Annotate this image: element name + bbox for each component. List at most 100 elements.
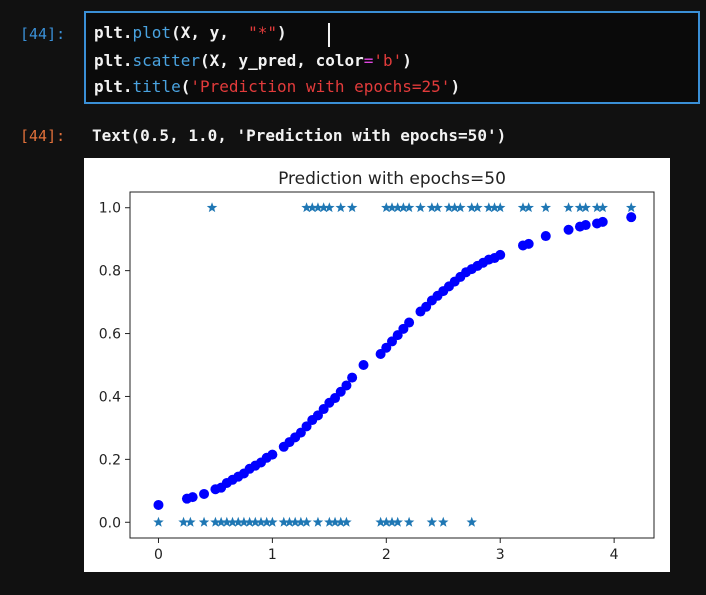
star-point: [483, 202, 495, 213]
y-tick-label: 0.2: [99, 452, 121, 468]
prediction-point: [495, 249, 506, 260]
code-token: plot: [132, 23, 172, 42]
y-tick-label: 1.0: [99, 201, 121, 217]
star-point: [375, 516, 386, 527]
chart-title: Prediction with epochs=50: [278, 169, 506, 189]
prediction-point: [580, 220, 591, 231]
prediction-point: [153, 499, 164, 510]
output-text: Text(0.5, 1.0, 'Prediction with epochs=5…: [92, 126, 507, 145]
plot-frame: [129, 191, 655, 539]
code-line: plt.plot(X, y, "*"): [94, 23, 287, 43]
star-point: [563, 202, 574, 213]
star-point: [449, 202, 460, 213]
prediction-point: [341, 380, 352, 391]
star-point: [489, 202, 500, 213]
prediction-point: [597, 216, 608, 227]
star-point: [438, 516, 449, 527]
star-point: [221, 516, 233, 527]
star-point: [403, 202, 415, 213]
star-point: [232, 516, 244, 527]
code-token: 'Prediction with epochs=25': [190, 77, 451, 96]
star-point: [335, 516, 346, 527]
star-point: [346, 202, 358, 213]
prediction-point: [626, 212, 637, 223]
y-tick-label: 0.0: [99, 515, 121, 531]
x-tick-label: 2: [382, 547, 391, 563]
star-point: [215, 516, 227, 527]
code-token: plt.: [94, 51, 133, 70]
code-token: (X, y,: [171, 23, 249, 42]
code-token: 'b': [373, 51, 403, 70]
star-point: [494, 202, 506, 213]
prediction-point: [187, 492, 198, 503]
star-point: [267, 516, 278, 527]
code-token: (: [180, 77, 191, 96]
star-point: [580, 202, 591, 213]
prediction-point: [540, 231, 551, 242]
star-point: [574, 202, 586, 213]
star-point: [398, 202, 409, 213]
star-point: [386, 202, 398, 213]
prediction-point: [523, 238, 534, 249]
prediction-point: [358, 360, 369, 370]
code-line: plt.title('Prediction with epochs=25'): [94, 77, 460, 97]
star-point: [392, 202, 403, 213]
star-point: [318, 202, 329, 213]
prediction-point: [563, 224, 574, 235]
star-point: [244, 516, 255, 527]
star-point: [443, 202, 455, 213]
code-token: "*": [248, 23, 278, 42]
x-tick-label: 0: [154, 547, 163, 563]
star-point: [178, 516, 189, 527]
star-point: [540, 202, 552, 213]
code-token: plt.: [94, 23, 133, 42]
star-point: [312, 516, 324, 527]
star-point: [210, 516, 221, 527]
prediction-point: [404, 317, 415, 328]
code-token: ): [277, 23, 287, 42]
star-point: [153, 516, 164, 527]
star-point: [415, 202, 426, 213]
star-point: [206, 202, 218, 213]
star-point: [312, 202, 324, 213]
star-point: [301, 202, 312, 213]
prediction-point: [267, 449, 278, 460]
scatter-chart: Prediction with epochs=50 0 1 2 3 4 0.0 0.2 0.4…: [99, 169, 655, 563]
plot-output: Prediction with epochs=50 0 1 2 3 4 0.0 0.2 0.4…: [84, 158, 670, 572]
star-point: [227, 516, 238, 527]
star-point: [381, 516, 392, 527]
star-point: [289, 516, 301, 527]
star-point: [381, 202, 392, 213]
code-token: =: [363, 51, 374, 70]
star-point: [392, 516, 403, 527]
star-point: [278, 516, 290, 527]
code-line: plt.scatter(X, y_pred, color='b'): [94, 51, 412, 71]
star-point: [307, 202, 318, 213]
code-token: scatter: [132, 51, 200, 70]
star-point: [466, 202, 477, 213]
code-token: (X, y_pred, color: [199, 51, 364, 70]
prediction-point: [199, 488, 210, 499]
code-token: ): [402, 51, 412, 70]
y-tick-label: 0.4: [99, 389, 121, 405]
star-point: [329, 516, 341, 527]
star-point: [250, 516, 261, 527]
code-token: plt.: [94, 77, 133, 96]
code-cell-input[interactable]: plt.plot(X, y, "*") plt.scatter(X, y_pre…: [84, 11, 700, 104]
star-point: [472, 202, 483, 213]
star-point: [238, 516, 250, 527]
star-point: [255, 516, 267, 527]
star-point: [625, 202, 637, 213]
star-point: [597, 202, 608, 213]
star-point: [261, 516, 272, 527]
prediction-point: [347, 372, 358, 383]
text-cursor: [328, 23, 330, 47]
code-token: ): [450, 77, 461, 96]
star-point: [426, 516, 438, 527]
star-point: [523, 202, 534, 213]
star-point: [301, 516, 312, 527]
star-point: [324, 516, 335, 527]
star-point: [185, 516, 196, 527]
x-tick-label: 4: [610, 547, 619, 563]
star-point: [466, 516, 477, 527]
